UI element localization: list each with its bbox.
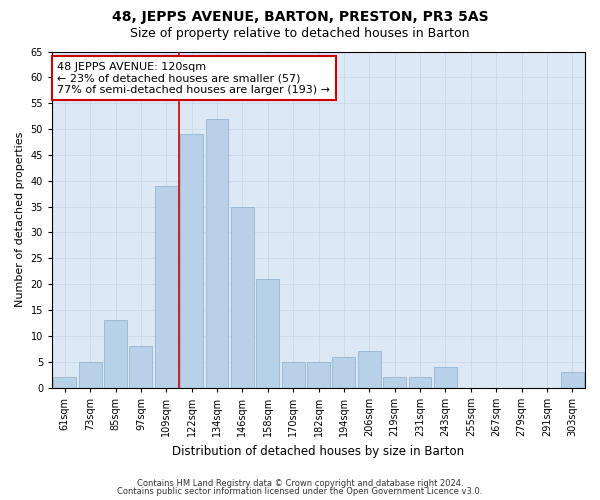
Bar xyxy=(79,362,101,388)
Bar xyxy=(358,352,381,388)
X-axis label: Distribution of detached houses by size in Barton: Distribution of detached houses by size … xyxy=(172,444,464,458)
Bar xyxy=(307,362,330,388)
Bar xyxy=(53,378,76,388)
Bar xyxy=(130,346,152,388)
Bar xyxy=(155,186,178,388)
Bar xyxy=(332,356,355,388)
Text: Contains HM Land Registry data © Crown copyright and database right 2024.: Contains HM Land Registry data © Crown c… xyxy=(137,478,463,488)
Y-axis label: Number of detached properties: Number of detached properties xyxy=(15,132,25,308)
Text: Size of property relative to detached houses in Barton: Size of property relative to detached ho… xyxy=(130,28,470,40)
Bar xyxy=(282,362,305,388)
Bar xyxy=(434,367,457,388)
Bar xyxy=(383,378,406,388)
Text: 48, JEPPS AVENUE, BARTON, PRESTON, PR3 5AS: 48, JEPPS AVENUE, BARTON, PRESTON, PR3 5… xyxy=(112,10,488,24)
Text: Contains public sector information licensed under the Open Government Licence v3: Contains public sector information licen… xyxy=(118,487,482,496)
Bar xyxy=(180,134,203,388)
Bar xyxy=(231,206,254,388)
Text: 48 JEPPS AVENUE: 120sqm
← 23% of detached houses are smaller (57)
77% of semi-de: 48 JEPPS AVENUE: 120sqm ← 23% of detache… xyxy=(58,62,331,95)
Bar xyxy=(256,279,279,388)
Bar xyxy=(206,118,229,388)
Bar xyxy=(104,320,127,388)
Bar xyxy=(561,372,584,388)
Bar xyxy=(409,378,431,388)
